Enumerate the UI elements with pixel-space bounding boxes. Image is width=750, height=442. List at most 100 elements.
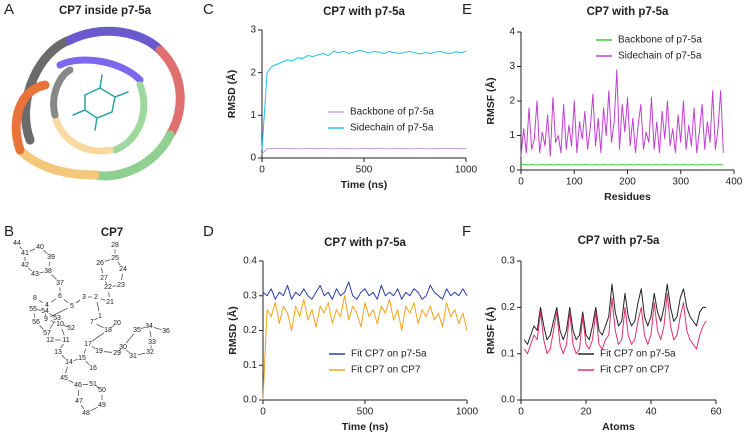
y-tick-label: 4: [509, 27, 515, 38]
x-axis-label: Residues: [604, 191, 651, 203]
atom-label: 16: [89, 365, 97, 372]
atom-label: 41: [21, 250, 29, 257]
atom-label: 17: [84, 341, 92, 348]
atom-label: 39: [47, 254, 55, 261]
bond: [96, 324, 103, 328]
bond: [95, 318, 98, 320]
y-tick-label: 0.0: [243, 395, 257, 406]
atom-label: 34: [145, 323, 153, 330]
bond: [76, 300, 80, 303]
bond: [52, 275, 57, 280]
y-tick-label: 0.1: [501, 348, 515, 359]
panel-letter: F: [462, 223, 471, 240]
atom-label: 51: [89, 381, 97, 388]
chart-title: CP7 with p7-5a: [323, 6, 405, 18]
bond: [90, 407, 97, 411]
atom-label: 19: [95, 348, 103, 355]
bond: [112, 286, 116, 287]
y-tick-label: 1: [509, 130, 515, 141]
y-tick-label: 0: [250, 153, 256, 164]
bond: [150, 331, 151, 337]
x-tick-label: 100: [566, 177, 583, 188]
atom-label: 47: [75, 398, 83, 405]
legend-label: Backbone of p7-5a: [350, 107, 434, 118]
bond: [105, 260, 111, 262]
bond: [81, 405, 83, 409]
atom-label: 20: [113, 320, 121, 327]
x-tick-label: 1000: [455, 165, 478, 176]
bond: [73, 359, 77, 360]
y-tick-label: 3: [509, 61, 515, 72]
chart-title: CP7 with p7-5a: [578, 235, 660, 247]
atom-label: 7: [90, 319, 94, 326]
atom-label: 10: [56, 321, 64, 328]
x-tick-label: 0: [260, 407, 266, 418]
bond: [101, 268, 102, 273]
atom-label: 40: [36, 244, 44, 251]
atom-label: 31: [129, 353, 137, 360]
series-line: [262, 148, 466, 154]
bond: [118, 262, 121, 266]
atom-label: 50: [98, 387, 106, 394]
atom-label: 45: [60, 375, 68, 382]
bond: [122, 274, 123, 280]
y-tick-label: 0.0: [501, 395, 515, 406]
y-tick-label: 3: [250, 25, 256, 36]
legend-label: Sidechain of p7-5a: [618, 51, 702, 62]
y-tick-label: 0.3: [243, 290, 257, 301]
y-axis-label: RMSF (Å): [484, 77, 497, 124]
atom-label: 57: [43, 330, 51, 337]
legend-label: Fit CP7 on CP7: [600, 365, 670, 376]
atom-label: 33: [148, 339, 156, 346]
bond: [104, 352, 112, 353]
series-line: [263, 282, 467, 299]
atom-label: 2: [94, 294, 98, 301]
bond: [68, 380, 73, 383]
atom-label: 11: [62, 337, 69, 344]
bond: [50, 322, 54, 329]
atom-label: 25: [111, 255, 119, 262]
atom-label: 29: [113, 350, 121, 357]
x-tick-label: 1000: [456, 407, 479, 418]
atom-label: 18: [104, 327, 112, 334]
structure-title: CP7 inside p7-5a: [59, 5, 152, 17]
atom-label: 13: [54, 349, 62, 356]
atom-label: 36: [162, 328, 170, 335]
x-tick-label: 0: [518, 407, 524, 418]
helix: [160, 50, 180, 135]
x-tick-label: 300: [672, 177, 689, 188]
atom-label: 24: [119, 266, 127, 273]
bond: [51, 299, 56, 302]
atom-label: 54: [41, 308, 49, 315]
bond: [39, 272, 43, 273]
y-tick-label: 0: [509, 165, 515, 176]
series-line: [524, 284, 706, 344]
bond: [64, 299, 68, 303]
panel-letter: A: [4, 1, 14, 18]
bond: [30, 249, 36, 251]
y-tick-label: 0.1: [243, 360, 257, 371]
x-tick-label: 40: [645, 407, 657, 418]
bond: [62, 329, 64, 336]
series-line: [262, 50, 466, 149]
panel-letter: C: [203, 1, 214, 18]
atom-label: 49: [98, 402, 106, 409]
y-axis-label: RMSD (Å): [225, 70, 238, 118]
legend-label: Backbone of p7-5a: [618, 35, 702, 46]
panel-letter: D: [203, 223, 214, 240]
atom-label: 9: [44, 316, 48, 323]
y-axis-label: RMSF (Å): [484, 307, 497, 354]
x-tick-label: 20: [580, 407, 592, 418]
y-tick-label: 2: [509, 96, 515, 107]
legend-label: Fit CP7 on p7-5a: [351, 349, 427, 360]
x-axis-label: Atoms: [602, 421, 635, 433]
bond: [92, 333, 104, 341]
bond: [101, 299, 106, 301]
helix: [55, 115, 110, 151]
bond: [34, 313, 35, 317]
helix: [20, 150, 95, 175]
y-tick-label: 1: [250, 110, 256, 121]
bond: [39, 300, 43, 302]
atom-label: 44: [13, 240, 21, 247]
bond: [84, 349, 86, 354]
